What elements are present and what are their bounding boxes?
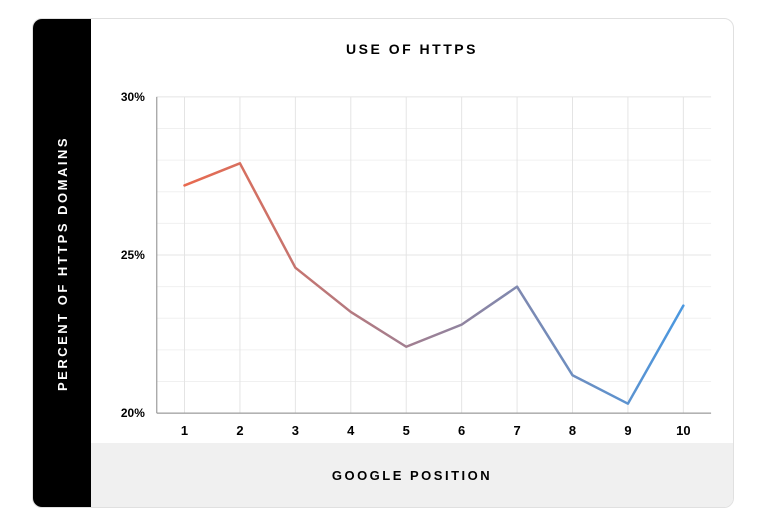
xtick-label: 2 [236,423,243,438]
xlabel-panel: GOOGLE POSITION [91,443,733,507]
xtick-label: 1 [181,423,188,438]
data-line [185,163,684,403]
ytick-label: 30% [121,90,145,104]
ytick-label: 20% [121,406,145,420]
y-axis-label: PERCENT OF HTTPS DOMAINS [55,135,70,390]
chart-container: PERCENT OF HTTPS DOMAINS USE OF HTTPS 20… [32,18,734,508]
xtick-label: 3 [292,423,299,438]
xtick-label: 9 [624,423,631,438]
plot-area: 20% 25% 30% 1 2 3 4 5 6 7 8 9 10 [91,79,733,443]
ytick-label: 25% [121,248,145,262]
xtick-label: 7 [513,423,520,438]
ylabel-panel: PERCENT OF HTTPS DOMAINS [33,19,91,507]
xtick-label: 5 [403,423,410,438]
xtick-label: 4 [347,423,355,438]
x-axis-label: GOOGLE POSITION [332,468,492,483]
xtick-label: 8 [569,423,576,438]
chart-title: USE OF HTTPS [91,41,733,57]
xtick-label: 10 [676,423,690,438]
plot-svg: 20% 25% 30% 1 2 3 4 5 6 7 8 9 10 [91,79,733,443]
xtick-label: 6 [458,423,465,438]
